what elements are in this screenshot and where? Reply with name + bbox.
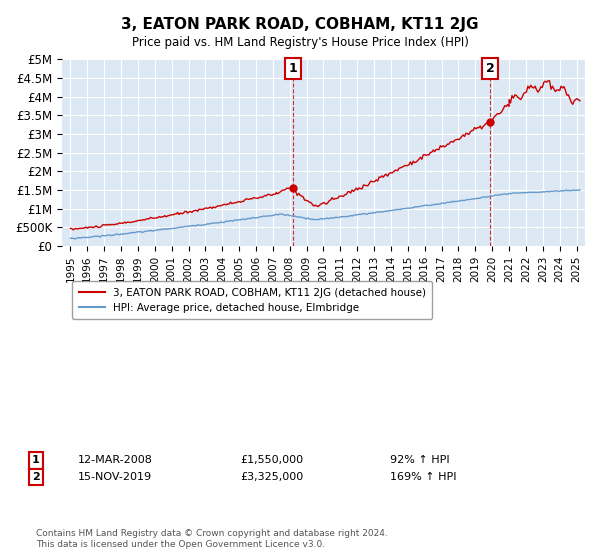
Text: Price paid vs. HM Land Registry's House Price Index (HPI): Price paid vs. HM Land Registry's House … [131,36,469,49]
Text: 1: 1 [289,62,298,75]
Text: 169% ↑ HPI: 169% ↑ HPI [390,472,457,482]
Text: 1: 1 [32,455,40,465]
Text: £3,325,000: £3,325,000 [240,472,303,482]
Text: 12-MAR-2008: 12-MAR-2008 [78,455,153,465]
Text: 15-NOV-2019: 15-NOV-2019 [78,472,152,482]
Text: £1,550,000: £1,550,000 [240,455,303,465]
Text: 2: 2 [32,472,40,482]
Text: Contains HM Land Registry data © Crown copyright and database right 2024.
This d: Contains HM Land Registry data © Crown c… [36,529,388,549]
Text: 2: 2 [486,62,494,75]
Text: 92% ↑ HPI: 92% ↑ HPI [390,455,449,465]
Legend: 3, EATON PARK ROAD, COBHAM, KT11 2JG (detached house), HPI: Average price, detac: 3, EATON PARK ROAD, COBHAM, KT11 2JG (de… [73,282,432,319]
Text: 3, EATON PARK ROAD, COBHAM, KT11 2JG: 3, EATON PARK ROAD, COBHAM, KT11 2JG [121,17,479,32]
